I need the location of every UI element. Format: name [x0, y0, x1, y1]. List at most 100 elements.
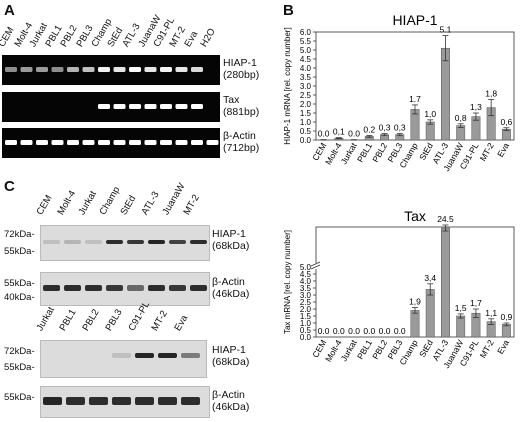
data-label: 1,3 — [470, 102, 482, 112]
x-tick-label: MT-2 — [478, 338, 496, 360]
bar — [425, 121, 435, 141]
lane-label: MT-2 — [149, 308, 170, 333]
y-tick-label: 3.5 — [300, 73, 312, 82]
data-label: 1,1 — [485, 308, 497, 318]
lane-label: PBL2 — [80, 307, 102, 333]
bar — [441, 227, 450, 338]
data-label: 5.1 — [440, 25, 452, 35]
gel-band — [191, 67, 203, 72]
y-tick-label: 2.0 — [300, 305, 312, 314]
gel-band — [113, 104, 126, 109]
y-tick-label: 1.0 — [300, 118, 312, 127]
data-label: 0,3 — [379, 123, 391, 133]
blot-band — [135, 397, 154, 405]
data-label: 1,0 — [424, 109, 436, 119]
blot-band — [85, 285, 102, 291]
blot-band — [85, 240, 102, 244]
blot-band — [148, 285, 165, 291]
y-tick-label: 0.5 — [300, 326, 312, 335]
x-tick-label: Jurkat — [339, 140, 360, 166]
blot-band — [64, 285, 81, 291]
gel-band — [144, 104, 157, 109]
gel-band — [191, 140, 203, 145]
x-tick-label: Jurkat — [339, 337, 360, 363]
gel-band — [175, 104, 188, 109]
blot-c-bottom-hiap1 — [40, 340, 207, 378]
blot-band — [89, 397, 108, 405]
y-tick-label: 4.0 — [300, 277, 312, 286]
mw-marker: 55kDa- — [4, 246, 35, 257]
gel-band — [51, 67, 64, 72]
y-tick-label: 0.5 — [300, 127, 312, 136]
gel-band — [144, 140, 157, 145]
data-label: 0.2 — [363, 125, 375, 135]
mw-marker: 72kDa- — [4, 346, 35, 357]
y-tick-label: 4.0 — [300, 64, 312, 73]
gel-actin — [2, 128, 220, 158]
bar — [456, 315, 466, 338]
mw-marker: 72kDa- — [4, 229, 35, 240]
data-label: 1.7 — [409, 94, 421, 104]
gel-band — [5, 67, 17, 72]
y-tick-label: 5.0 — [300, 46, 312, 55]
blot-band — [127, 285, 144, 291]
blot-band — [135, 353, 154, 358]
lane-label: StEd — [118, 193, 139, 217]
gel-band — [144, 67, 157, 72]
gel-band — [5, 140, 17, 145]
lane-label: Jurkat — [76, 189, 99, 217]
lane-label: PBL3 — [103, 307, 125, 333]
blot-c-bottom-actin-label: β-Actin (46kDa) — [212, 389, 250, 413]
gel-band — [160, 67, 172, 72]
data-label: 3,4 — [424, 273, 436, 283]
y-tick-label: 1.5 — [300, 109, 312, 118]
data-label: 1,9 — [409, 297, 421, 307]
mw-marker: 55kDa- — [4, 392, 35, 403]
blot-band — [106, 240, 123, 244]
lane-label: Eva — [172, 313, 191, 333]
blot-band — [106, 285, 123, 291]
gel-actin-label: β-Actin (712bp) — [223, 130, 260, 154]
y-tick-label: 3.5 — [300, 284, 312, 293]
gel-tax-label: Tax (881bp) — [223, 94, 260, 118]
gel-band — [82, 67, 95, 72]
x-tick-label: Eva — [495, 141, 511, 159]
y-tick-label: 3.0 — [300, 291, 312, 300]
y-tick-label: 2.5 — [300, 298, 312, 307]
data-label: 1,7 — [470, 298, 482, 308]
mw-marker: 55kDa- — [4, 278, 35, 289]
gel-band — [36, 67, 48, 72]
gel-band — [160, 104, 172, 109]
blot-c-bottom-actin — [40, 386, 210, 418]
axis-break — [312, 263, 320, 269]
lane-label: Molt-4 — [55, 188, 79, 217]
gel-band — [113, 140, 126, 145]
data-label: 0.0 — [333, 326, 345, 336]
gel-band — [36, 140, 48, 145]
data-label: 1,5 — [455, 303, 467, 313]
data-label: 1,8 — [485, 89, 497, 99]
y-tick-label: 5.0 — [300, 263, 312, 272]
blot-band — [169, 285, 186, 291]
bar — [501, 324, 511, 338]
blot-band — [181, 397, 200, 405]
lane-label: PBL1 — [57, 307, 79, 333]
chart-title: Tax — [404, 208, 426, 224]
blot-band — [190, 285, 207, 291]
blot-band — [158, 353, 177, 358]
data-label: 0,6 — [500, 117, 512, 127]
data-label: 0.0 — [379, 326, 391, 336]
gel-band — [129, 140, 141, 145]
y-tick-label: 0.0 — [300, 136, 312, 145]
x-tick-label: MT-2 — [478, 141, 496, 163]
gel-tax — [2, 92, 220, 122]
data-label: 0.0 — [394, 326, 406, 336]
blot-band — [190, 240, 207, 244]
blot-c-top-hiap1-label: HIAP-1 (68kDa) — [212, 228, 250, 252]
y-tick-label: 3.0 — [300, 82, 312, 91]
axis-break-mark — [310, 264, 321, 270]
mw-marker: 40kDa- — [4, 292, 35, 303]
gel-hiap1-label: HIAP-1 (280bp) — [223, 57, 260, 81]
